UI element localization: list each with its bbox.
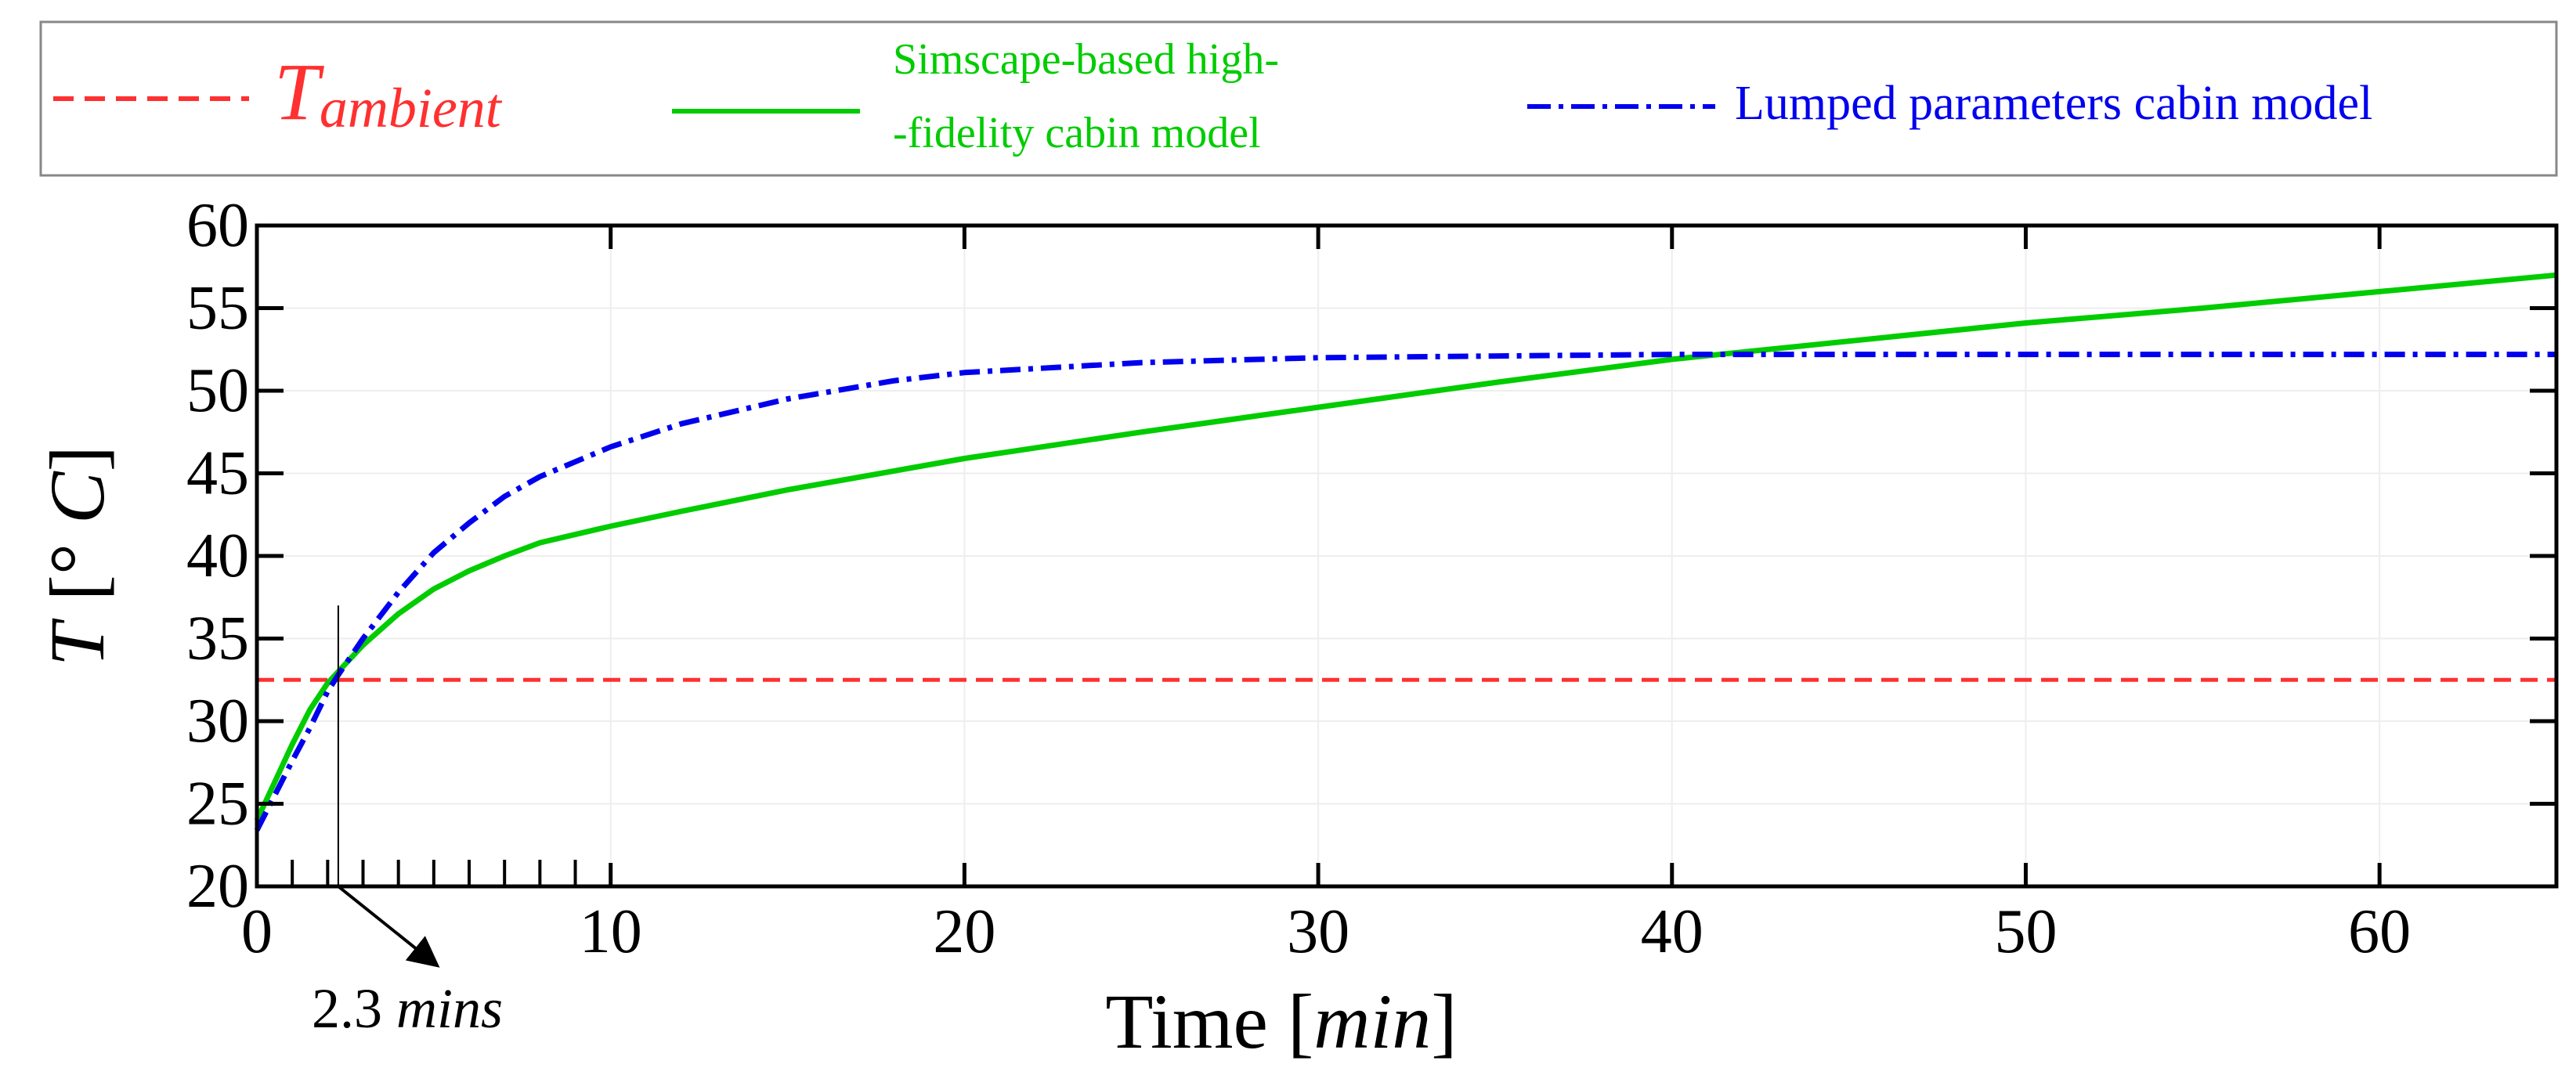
- y-axis-label: T [° C]: [34, 446, 121, 666]
- y-tick-label: 55: [186, 274, 249, 343]
- y-tick-label: 40: [186, 521, 249, 590]
- y-tick-label: 20: [186, 852, 249, 921]
- legend-entry-simscape: Simscape-based high- -fidelity cabin mod…: [672, 35, 1279, 157]
- legend-label-ambient-main: T: [274, 47, 324, 137]
- y-axis-label-close: ]: [34, 446, 121, 471]
- legend-box: [39, 20, 2558, 177]
- series-layer: [254, 272, 2557, 832]
- x-tick-label: 50: [1994, 897, 2057, 966]
- plot-area: 0 10 20 30 40 50 60 20 25 30 35 40 45 50 55 60: [186, 191, 2559, 966]
- y-tick-label: 25: [186, 770, 249, 839]
- series-line-simscape: [254, 272, 2557, 822]
- x-tick-label: 30: [1287, 897, 1349, 966]
- x-axis-label-prefix: Time [: [1105, 978, 1313, 1065]
- x-axis-label-suffix: ]: [1431, 978, 1457, 1065]
- legend-label-simscape-line1: Simscape-based high-: [893, 35, 1279, 84]
- grid: [256, 225, 2556, 887]
- legend-label-simscape-line2: -fidelity cabin model: [893, 109, 1261, 157]
- annotation-arrow: [337, 885, 440, 968]
- legend-entry-lumped: Lumped parameters cabin model: [1527, 77, 2372, 130]
- x-axis-label-var: min: [1313, 978, 1431, 1065]
- legend: Tambient Simscape-based high- -fidelity …: [39, 20, 2558, 177]
- y-axis-label-bracket: [°: [34, 524, 121, 601]
- x-tick-label: 20: [933, 897, 995, 966]
- y-tick-label: 35: [186, 604, 249, 673]
- x-tick-label: 40: [1641, 897, 1703, 966]
- x-tick-label: 10: [580, 897, 642, 966]
- y-tick-label: 50: [186, 356, 249, 425]
- x-axis-label: Time [min]: [1105, 978, 1457, 1065]
- annotation-label-unit: mins: [396, 977, 503, 1040]
- y-tick-label: 45: [186, 439, 249, 508]
- y-tick-label: 30: [186, 687, 249, 756]
- legend-label-lumped: Lumped parameters cabin model: [1735, 77, 2372, 130]
- legend-label-ambient-sub: ambient: [320, 77, 503, 139]
- ticks: 0 10 20 30 40 50 60 20 25 30 35 40 45 50 55 60: [186, 191, 2556, 966]
- annotation-label: 2.3 mins: [312, 977, 503, 1040]
- y-tick-label: 60: [186, 191, 249, 260]
- legend-label-ambient: Tambient: [274, 47, 503, 139]
- x-tick-label: 0: [241, 897, 273, 966]
- series-line-lumped: [254, 352, 2556, 832]
- y-axis-label-unit: C: [34, 471, 121, 524]
- x-tick-label: 60: [2348, 897, 2411, 966]
- annotation-label-number: 2.3: [312, 977, 396, 1040]
- y-axis-label-var: T: [34, 618, 121, 666]
- legend-entry-ambient: Tambient: [53, 47, 503, 139]
